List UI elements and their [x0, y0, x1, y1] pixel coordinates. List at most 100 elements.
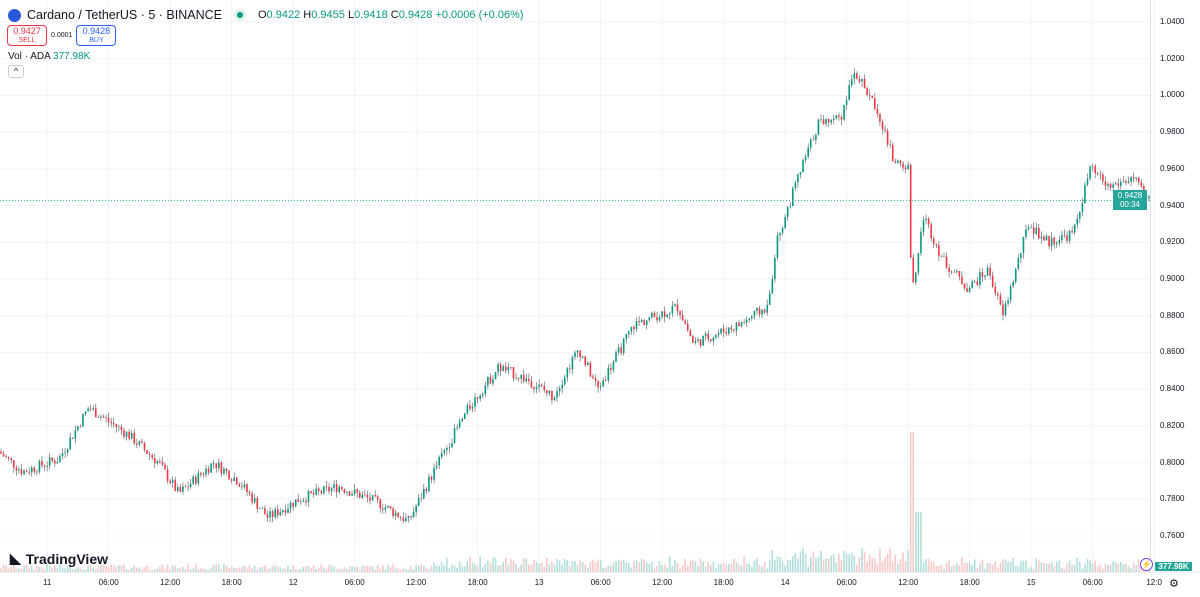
candle — [669, 313, 671, 315]
collapse-legend-button[interactable]: ^ — [8, 65, 24, 78]
candle — [617, 347, 620, 353]
volume-bar — [907, 550, 909, 572]
volume-badge: 377.98K — [1155, 562, 1192, 571]
volume-bar — [1073, 564, 1076, 572]
volume-bar — [848, 554, 850, 572]
volume-bar — [207, 569, 210, 572]
symbol-title[interactable]: Cardano / TetherUS · 5 · BINANCE — [27, 8, 222, 22]
candle — [125, 431, 128, 437]
volume-bar — [533, 559, 535, 572]
candle — [733, 329, 735, 331]
volume-bar — [102, 564, 105, 572]
candle — [141, 441, 143, 444]
candle — [1004, 303, 1007, 316]
candle — [387, 506, 389, 508]
candle — [766, 304, 768, 313]
candle — [1050, 237, 1053, 247]
candle — [751, 316, 753, 319]
volume-bar — [1050, 562, 1053, 572]
candle — [13, 460, 15, 468]
candle — [233, 477, 235, 481]
candle — [374, 495, 376, 497]
bolt-icon[interactable]: ⚡ — [1140, 558, 1153, 571]
candle — [594, 378, 597, 381]
candle — [938, 245, 940, 256]
volume-bar — [1020, 560, 1022, 572]
volume-bar — [1130, 568, 1132, 572]
candle — [971, 281, 973, 288]
candle — [658, 317, 661, 321]
candle — [166, 469, 169, 481]
tv-logo-icon: ◣ — [10, 550, 21, 566]
volume-bar — [579, 560, 581, 572]
volume-bar — [902, 552, 904, 572]
time-tick-label: 06:00 — [1082, 578, 1103, 587]
candle — [33, 467, 36, 472]
candle — [835, 115, 838, 119]
candle — [884, 129, 886, 131]
volume-bar — [979, 563, 981, 572]
volume-bar — [850, 552, 853, 572]
candle — [300, 501, 302, 503]
candle — [174, 479, 177, 491]
volume-bar — [1045, 563, 1048, 572]
candle — [279, 512, 282, 516]
price-tick-label: 0.7600 — [1160, 531, 1185, 540]
volume-bar — [781, 560, 784, 572]
volume-bar — [825, 558, 827, 572]
candle — [771, 279, 774, 294]
candle — [1132, 177, 1135, 179]
volume-bar — [774, 560, 776, 572]
candle — [389, 506, 392, 509]
candle — [200, 472, 202, 475]
volume-bar — [1076, 557, 1079, 572]
volume-bar — [276, 566, 279, 572]
candle — [36, 471, 38, 473]
candle — [622, 338, 625, 354]
volume-bar — [956, 562, 958, 572]
sell-button[interactable]: 0.9427 SELL — [7, 25, 47, 46]
volume-bar — [212, 564, 215, 572]
tradingview-logo[interactable]: ◣ TradingView — [10, 550, 108, 567]
volume-bar — [802, 547, 804, 572]
candle — [630, 326, 633, 332]
candle — [704, 333, 707, 336]
time-tick-label: 06:00 — [836, 578, 857, 587]
volume-bar — [497, 565, 499, 572]
candle — [740, 322, 743, 327]
candle — [958, 271, 961, 277]
volume-bar — [307, 566, 310, 572]
buy-button[interactable]: 0.9428 BUY — [76, 25, 117, 46]
volume-bar — [881, 561, 884, 572]
volume-bar — [853, 555, 856, 572]
volume-bar — [220, 569, 223, 572]
price-axis[interactable] — [1150, 0, 1200, 572]
candle — [79, 426, 82, 427]
volume-bar — [1114, 561, 1117, 572]
volume-bar — [676, 563, 679, 572]
settings-gear-icon[interactable]: ⚙ — [1169, 578, 1179, 590]
candle — [663, 311, 666, 317]
volume-bar — [415, 565, 417, 572]
candle — [515, 378, 517, 379]
volume-bar — [343, 567, 346, 572]
volume-bar — [279, 567, 282, 572]
volume-bar — [843, 550, 845, 572]
volume-bar — [338, 569, 341, 572]
volume-bar — [830, 555, 833, 572]
time-tick-label: 12:00 — [160, 578, 181, 587]
volume-bar — [1086, 558, 1089, 572]
candle — [192, 476, 194, 484]
volume-bar — [981, 559, 984, 572]
candle — [920, 231, 922, 254]
volume-bar — [502, 561, 505, 572]
volume-bar — [464, 566, 466, 572]
volume-bar — [251, 568, 253, 572]
candle — [809, 139, 812, 148]
volume-bar — [1063, 568, 1066, 572]
volume-bar — [159, 566, 161, 572]
candle — [838, 115, 840, 117]
candle — [223, 468, 225, 474]
volume-bar — [20, 568, 23, 572]
